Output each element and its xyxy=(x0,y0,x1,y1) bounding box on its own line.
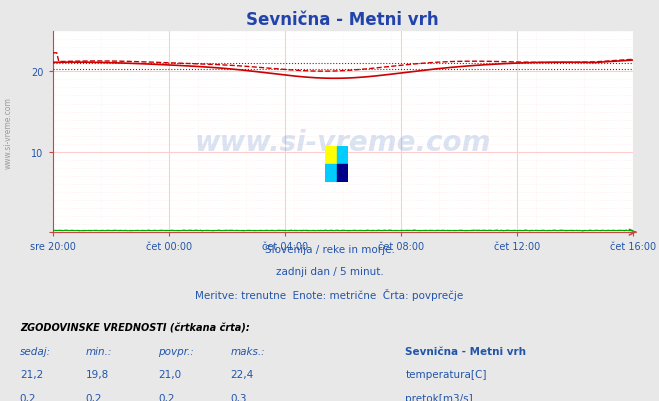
Text: 0,2: 0,2 xyxy=(20,393,36,401)
Text: ZGODOVINSKE VREDNOSTI (črtkana črta):: ZGODOVINSKE VREDNOSTI (črtkana črta): xyxy=(20,323,250,333)
Text: povpr.:: povpr.: xyxy=(158,346,194,356)
Text: maks.:: maks.: xyxy=(231,346,266,356)
Text: Meritve: trenutne  Enote: metrične  Črta: povprečje: Meritve: trenutne Enote: metrične Črta: … xyxy=(195,289,464,301)
Text: 0,3: 0,3 xyxy=(231,393,247,401)
Text: 22,4: 22,4 xyxy=(231,369,254,379)
Title: Sevnična - Metni vrh: Sevnična - Metni vrh xyxy=(246,11,439,29)
Text: 19,8: 19,8 xyxy=(86,369,109,379)
Text: 21,2: 21,2 xyxy=(20,369,43,379)
Text: 0,2: 0,2 xyxy=(86,393,102,401)
Text: Slovenija / reke in morje.: Slovenija / reke in morje. xyxy=(264,245,395,255)
Text: 0,2: 0,2 xyxy=(158,393,175,401)
Text: min.:: min.: xyxy=(86,346,112,356)
Text: www.si-vreme.com: www.si-vreme.com xyxy=(194,128,491,156)
Text: sedaj:: sedaj: xyxy=(20,346,51,356)
Bar xyxy=(337,164,349,182)
Bar xyxy=(326,146,337,164)
Text: zadnji dan / 5 minut.: zadnji dan / 5 minut. xyxy=(275,267,384,277)
Text: pretok[m3/s]: pretok[m3/s] xyxy=(405,393,473,401)
Text: temperatura[C]: temperatura[C] xyxy=(405,369,487,379)
Bar xyxy=(326,164,337,182)
Text: 21,0: 21,0 xyxy=(158,369,181,379)
Text: Sevnična - Metni vrh: Sevnična - Metni vrh xyxy=(405,346,527,356)
Text: www.si-vreme.com: www.si-vreme.com xyxy=(3,97,13,168)
Bar xyxy=(337,146,349,164)
